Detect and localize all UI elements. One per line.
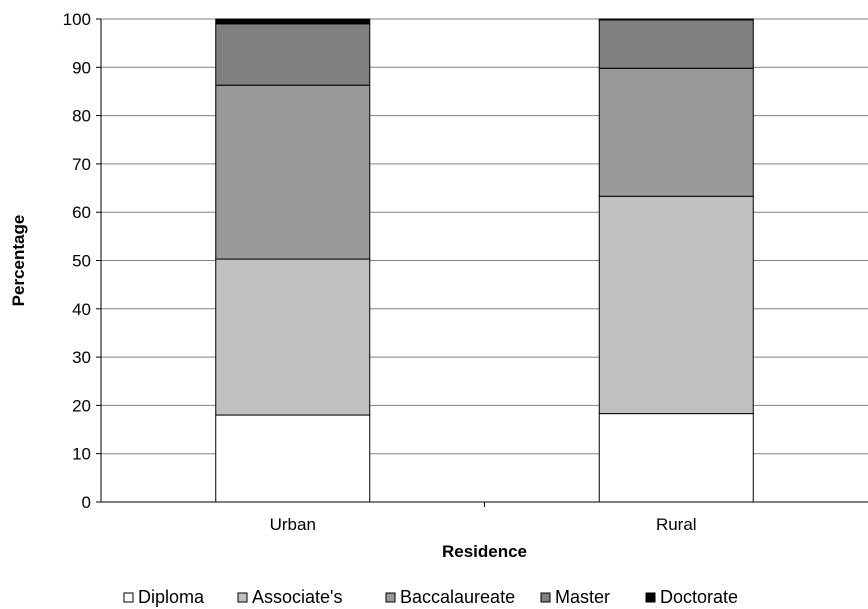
bar-segment-doctorate-urban [215,18,371,25]
bar-segment-master-urban [215,23,371,86]
y-tick-label: 100 [63,10,91,29]
y-tick-label: 90 [72,58,91,77]
legend-label-associate-s: Associate's [252,587,342,607]
legend: Diploma Associate's Baccalaureate Master Doc… [123,587,738,607]
legend-label-diploma: Diploma [138,587,205,607]
bar-segment-diploma-urban [215,414,371,503]
bar-segment-master-rural [598,19,754,69]
y-tick-label: 50 [72,252,91,271]
bar-segment-baccalaureate-rural [598,67,754,197]
y-tick-label: 80 [72,107,91,126]
legend-swatch-associate-s [237,592,248,603]
bar-segment-diploma-rural [598,413,754,503]
bars [215,18,754,503]
y-axis-title: Percentage [9,215,28,307]
y-tick-label: 20 [72,396,91,415]
y-tick-label: 30 [72,348,91,367]
legend-swatch-master [540,592,551,603]
legend-label-doctorate: Doctorate [660,587,738,607]
y-tick-label: 10 [72,445,91,464]
legend-swatch-baccalaureate [385,592,396,603]
legend-swatch-diploma [123,592,134,603]
bar-segment-associate-s-rural [598,195,754,415]
bar-segment-doctorate-rural [598,18,754,21]
y-tick-label: 0 [82,493,91,512]
y-tick-label: 60 [72,203,91,222]
axes [96,18,868,507]
bar-segment-associate-s-urban [215,258,371,416]
tick-labels: 0 10 20 30 40 50 60 70 80 90 100 Urban Rural [63,10,697,534]
x-axis-title: Residence [442,542,527,561]
legend-swatch-doctorate [645,592,656,603]
y-tick-label: 40 [72,300,91,319]
bar-segment-baccalaureate-urban [215,84,371,260]
y-tick-label: 70 [72,155,91,174]
legend-label-baccalaureate: Baccalaureate [400,587,515,607]
legend-label-master: Master [555,587,610,607]
x-tick-label-urban: Urban [270,515,316,534]
x-tick-label-rural: Rural [656,515,697,534]
